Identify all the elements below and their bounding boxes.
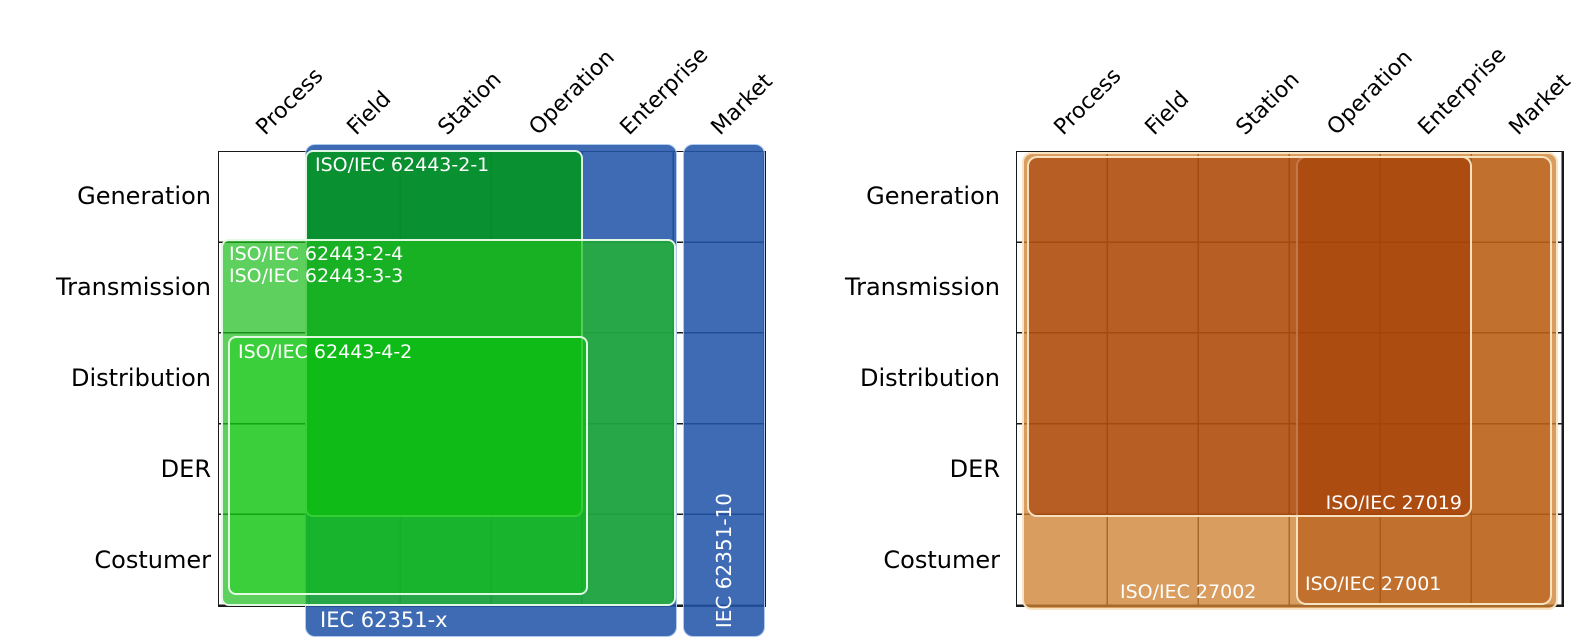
left-col-header-station: Station (433, 67, 507, 141)
standard-region-iso-62443-2-4-3-3: ISO/IEC 62443-2-4 ISO/IEC 62443-3-3 (221, 239, 676, 606)
standard-label-iso-27002: ISO/IEC 27002 (1120, 581, 1257, 603)
standard-label-iso-62443-2-4: ISO/IEC 62443-2-4 (229, 243, 404, 265)
standard-label-iec-62351-x: IEC 62351-x (320, 608, 448, 632)
right-row-label-costumer: Costumer (883, 545, 1000, 574)
left-row-label-generation: Generation (77, 182, 211, 211)
left-row-label-der: DER (160, 454, 211, 483)
standard-label-iso-62443-3-3: ISO/IEC 62443-3-3 (229, 265, 404, 287)
standard-label-iso-27019: ISO/IEC 27019 (1325, 492, 1462, 514)
right-row-label-generation: Generation (866, 182, 1000, 211)
left-col-header-field: Field (342, 86, 397, 141)
left-col-header-process: Process (251, 63, 329, 141)
standard-label-iso-62443-2-1: ISO/IEC 62443-2-1 (315, 154, 490, 176)
right-col-header-process: Process (1049, 63, 1127, 141)
left-col-header-operation: Operation (524, 45, 620, 141)
standard-label-iso-27001: ISO/IEC 27001 (1305, 573, 1442, 595)
standard-label-iec-62351-10: IEC 62351-10 (712, 492, 736, 628)
standard-region-iec-62351-10: IEC 62351-10 (683, 144, 765, 637)
standard-region-iso-62443-4-2: ISO/IEC 62443-4-2 (228, 336, 588, 595)
left-col-header-market: Market (706, 69, 778, 141)
standard-region-iso-27019: ISO/IEC 27019 (1027, 156, 1472, 517)
right-col-header-field: Field (1140, 86, 1195, 141)
right-row-label-distribution: Distribution (859, 363, 1000, 392)
standard-label-iso-62443-4-2: ISO/IEC 62443-4-2 (238, 341, 413, 363)
left-row-label-transmission: Transmission (55, 273, 211, 302)
right-col-header-operation: Operation (1322, 45, 1418, 141)
left-row-label-costumer: Costumer (94, 545, 211, 574)
right-row-label-der: DER (949, 454, 1000, 483)
left-row-label-distribution: Distribution (70, 363, 211, 392)
right-col-header-station: Station (1231, 67, 1305, 141)
right-col-header-market: Market (1504, 69, 1576, 141)
left-col-header-enterprise: Enterprise (615, 42, 714, 141)
right-col-header-enterprise: Enterprise (1413, 42, 1512, 141)
right-row-label-transmission: Transmission (844, 273, 1000, 302)
